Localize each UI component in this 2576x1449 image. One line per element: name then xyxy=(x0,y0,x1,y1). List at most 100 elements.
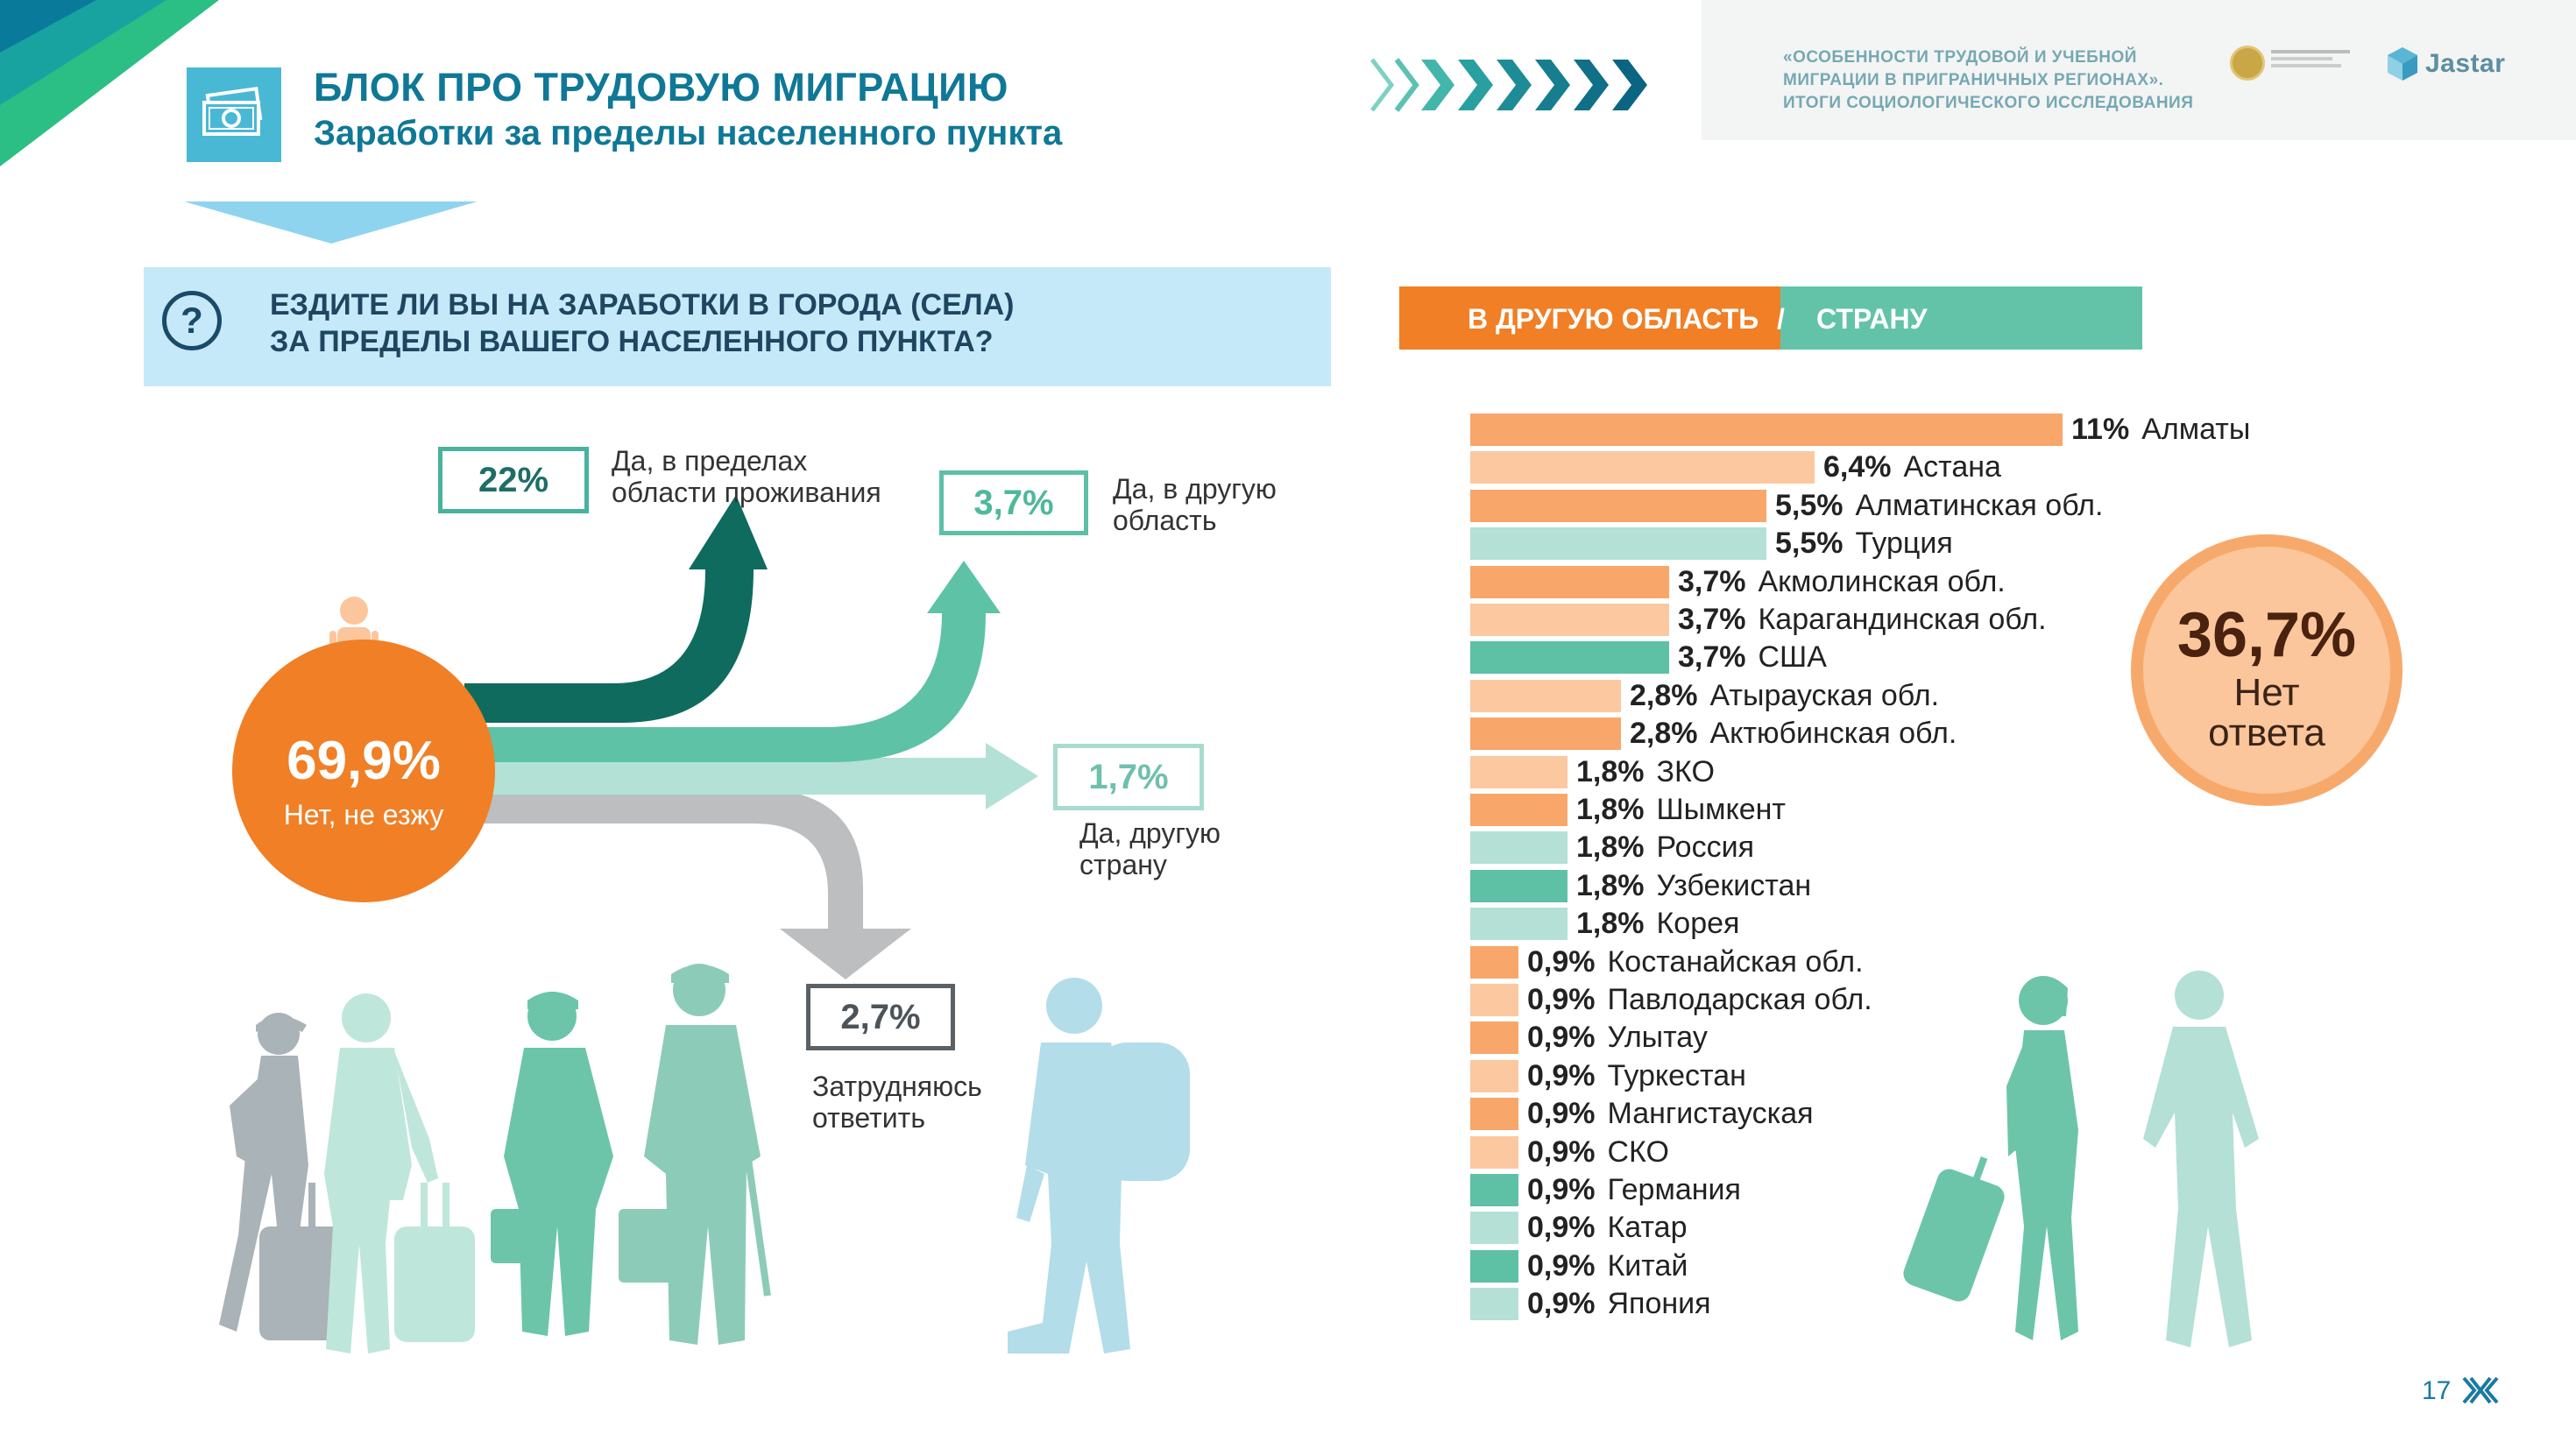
bar-value-label: 0,9% xyxy=(1527,1173,1596,1206)
bar xyxy=(1470,756,1568,788)
bar-value-label: 0,9% xyxy=(1527,983,1596,1016)
jastar-logo-icon xyxy=(2388,47,2417,81)
within-region-percent: 22% xyxy=(438,447,589,513)
right-silhouettes xyxy=(1903,971,2259,1347)
bar-label: 0,9% Катар xyxy=(1527,1212,1687,1244)
bar-category-label: США xyxy=(1758,640,1827,674)
bar-value-label: 3,7% xyxy=(1678,603,1746,636)
no-label: Нет, не езжу xyxy=(283,799,444,831)
bar-value-label: 5,5% xyxy=(1775,527,1844,560)
bar-value-label: 0,9% xyxy=(1527,1211,1596,1244)
bar-category-label: Алматы xyxy=(2141,413,2251,446)
page-title: БЛОК ПРО ТРУДОВУЮ МИГРАЦИЮ xyxy=(314,65,1008,110)
bar xyxy=(1470,946,1518,979)
bar xyxy=(1470,490,1766,522)
bar-category-label: Шымкент xyxy=(1656,793,1787,826)
bar xyxy=(1470,984,1518,1016)
bar-value-label: 0,9% xyxy=(1527,1135,1596,1169)
bar-label: 1,8% Корея xyxy=(1576,908,1739,940)
bar-label: 0,9% Туркестан xyxy=(1527,1060,1746,1092)
bar xyxy=(1470,1098,1518,1130)
bar xyxy=(1470,717,1621,750)
bar-label: 3,7% Акмолинская обл. xyxy=(1678,566,2006,598)
bar-category-label: СКО xyxy=(1607,1135,1669,1169)
bar-value-label: 11% xyxy=(2071,413,2130,446)
chevrons-decoration xyxy=(1370,58,1647,112)
bar xyxy=(1470,566,1669,598)
bar xyxy=(1470,527,1766,560)
bar-category-label: Павлодарская обл. xyxy=(1607,983,1872,1016)
bar-category-label: Акмолинская обл. xyxy=(1758,565,2006,598)
other-country-label: Да, другую страну xyxy=(1079,817,1221,880)
bar xyxy=(1470,604,1669,636)
money-icon xyxy=(187,67,281,162)
bar-label: 0,9% Япония xyxy=(1527,1288,1711,1320)
bar-category-label: Туркестан xyxy=(1607,1059,1746,1092)
no-answer-destination-percent: 36,7% xyxy=(2176,600,2357,670)
bar xyxy=(1470,641,1669,674)
bar-category-label: Узбекистан xyxy=(1656,869,1812,902)
bar-label: 3,7% Карагандинская обл. xyxy=(1678,604,2047,636)
bar-category-label: ЗКО xyxy=(1656,755,1715,788)
bar-label: 1,8% Шымкент xyxy=(1576,794,1786,826)
bar xyxy=(1470,1136,1518,1169)
bar-label: 0,9% Улытау xyxy=(1527,1021,1708,1054)
bar xyxy=(1470,870,1568,902)
page-subtitle: Заработки за пределы населенного пункта xyxy=(314,114,1063,152)
bar-category-label: Япония xyxy=(1607,1287,1711,1320)
header-country: СТРАНУ xyxy=(1816,303,1928,335)
header-region-bg xyxy=(1399,286,1780,350)
bar-value-label: 1,8% xyxy=(1576,755,1645,788)
bar-value-label: 2,8% xyxy=(1630,679,1698,712)
bar-category-label: Китай xyxy=(1607,1249,1688,1283)
no-answer-destination-label: Нет ответа xyxy=(2208,671,2325,754)
bar-value-label: 1,8% xyxy=(1576,793,1645,826)
bar xyxy=(1470,1060,1518,1092)
builder-silhouette xyxy=(619,964,771,1345)
bar-value-label: 0,9% xyxy=(1527,1021,1596,1054)
other-region-percent: 3,7% xyxy=(939,470,1088,535)
header-region: В ДРУГУЮ ОБЛАСТЬ xyxy=(1468,303,1759,335)
hard-to-say-label: Затрудняюсь ответить xyxy=(812,1071,982,1134)
pointer-triangle xyxy=(184,201,478,244)
header-country-bg xyxy=(1780,286,2142,350)
bar-value-label: 0,9% xyxy=(1527,1097,1596,1130)
bar-value-label: 2,8% xyxy=(1630,717,1698,750)
ministry-logo-text xyxy=(2271,50,2367,67)
corner-decoration xyxy=(0,0,219,166)
bar-value-label: 5,5% xyxy=(1775,489,1844,522)
bar xyxy=(1470,451,1815,484)
study-title: «ОСОБЕННОСТИ ТРУДОВОЙ И УЧЕБНОЙ МИГРАЦИИ… xyxy=(1783,48,2194,112)
bar-label: 11% Алматы xyxy=(2071,413,2250,446)
bar-category-label: Костанайская обл. xyxy=(1607,945,1864,979)
bar-category-label: Катар xyxy=(1607,1211,1688,1244)
arrow-hard-to-say xyxy=(473,788,911,979)
other-country-percent: 1,7% xyxy=(1053,744,1204,810)
bar xyxy=(1470,680,1621,712)
page-number: 17 xyxy=(2422,1376,2452,1405)
bar-category-label: Корея xyxy=(1656,907,1740,940)
bar-value-label: 3,7% xyxy=(1678,640,1746,674)
bar-label: 6,4% Астана xyxy=(1823,451,2001,484)
no-percent: 69,9% xyxy=(287,731,441,791)
hard-to-say-percent: 2,7% xyxy=(806,984,955,1050)
backpacker-silhouette xyxy=(1008,978,1190,1354)
bar-value-label: 1,8% xyxy=(1576,869,1645,902)
bar xyxy=(1470,1174,1518,1206)
bar-category-label: Германия xyxy=(1607,1173,1741,1206)
bar-category-label: Мангистауская xyxy=(1607,1097,1814,1130)
bar-label: 2,8% Атырауская обл. xyxy=(1630,680,1939,712)
bar-value-label: 0,9% xyxy=(1527,945,1596,979)
bar-label: 2,8% Актюбинская обл. xyxy=(1630,717,1957,750)
state-emblem-icon xyxy=(2230,46,2265,81)
bar-value-label: 1,8% xyxy=(1576,907,1645,940)
no-answer-destination-inner xyxy=(2143,547,2390,794)
bar-category-label: Карагандинская обл. xyxy=(1758,603,2047,636)
bar xyxy=(1470,794,1568,826)
jastar-logo-text: Jastar xyxy=(2425,49,2506,78)
bar xyxy=(1470,908,1568,940)
bar-label: 3,7% США xyxy=(1678,641,1827,674)
bar-value-label: 6,4% xyxy=(1823,450,1892,484)
arrow-other-region xyxy=(473,561,1001,762)
question-icon: ? xyxy=(162,291,222,350)
